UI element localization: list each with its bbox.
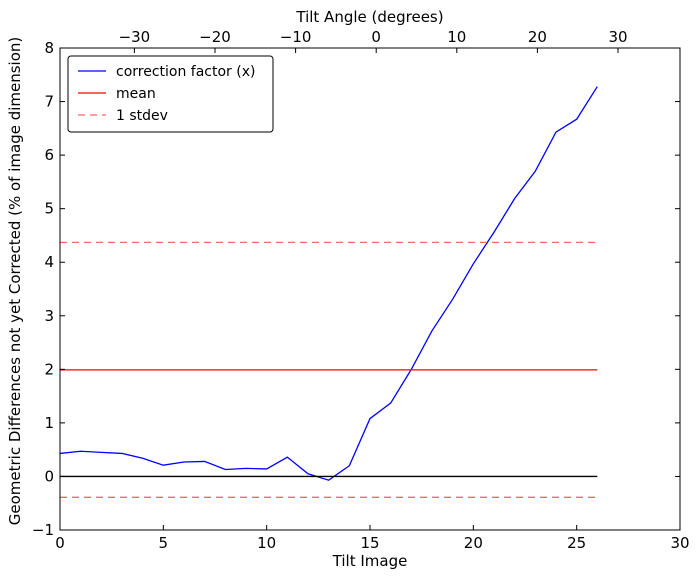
legend-label: mean bbox=[116, 86, 156, 102]
y-tick-label: 3 bbox=[44, 307, 54, 325]
top-x-tick-label: 10 bbox=[447, 28, 466, 46]
series-line-0 bbox=[59, 86, 598, 481]
legend: correction factor (x) mean 1 stdev bbox=[67, 55, 274, 133]
x-tick-label: 30 bbox=[670, 534, 689, 552]
legend-items: correction factor (x) mean 1 stdev bbox=[78, 64, 255, 124]
y-tick-label: 6 bbox=[44, 146, 54, 164]
top-x-tick-label: −20 bbox=[199, 28, 231, 46]
legend-label: 1 stdev bbox=[116, 108, 168, 124]
x-tick-label: 0 bbox=[55, 534, 65, 552]
legend-box bbox=[67, 55, 274, 133]
y-tick-label: 0 bbox=[44, 467, 54, 485]
top-x-tick-label: −30 bbox=[119, 28, 151, 46]
top-x-axis-label: Tilt Angle (degrees) bbox=[295, 8, 443, 26]
y-tick-label: 7 bbox=[44, 93, 54, 111]
top-x-tick-label: 30 bbox=[608, 28, 627, 46]
y-axis-label: Geometric Differences not yet Corrected … bbox=[6, 37, 24, 526]
x-tick-label: 5 bbox=[159, 534, 169, 552]
series-layer bbox=[59, 86, 598, 498]
top-x-tick-label: 20 bbox=[528, 28, 547, 46]
legend-label: correction factor (x) bbox=[116, 64, 255, 80]
y-tick-label: 2 bbox=[44, 360, 54, 378]
top-x-tick-label: −10 bbox=[280, 28, 312, 46]
top-x-tick-label: 0 bbox=[371, 28, 381, 46]
x-axis-label: Tilt Image bbox=[332, 552, 408, 570]
y-tick-label: 5 bbox=[44, 200, 54, 218]
x-tick-label: 20 bbox=[464, 534, 483, 552]
y-tick-label: 4 bbox=[44, 253, 54, 271]
y-tick-label: 8 bbox=[44, 39, 54, 57]
x-tick-label: 10 bbox=[257, 534, 276, 552]
x-tick-label: 25 bbox=[567, 534, 586, 552]
y-tick-label: −1 bbox=[32, 521, 54, 539]
y-tick-label: 1 bbox=[44, 414, 54, 432]
x-tick-label: 15 bbox=[360, 534, 379, 552]
